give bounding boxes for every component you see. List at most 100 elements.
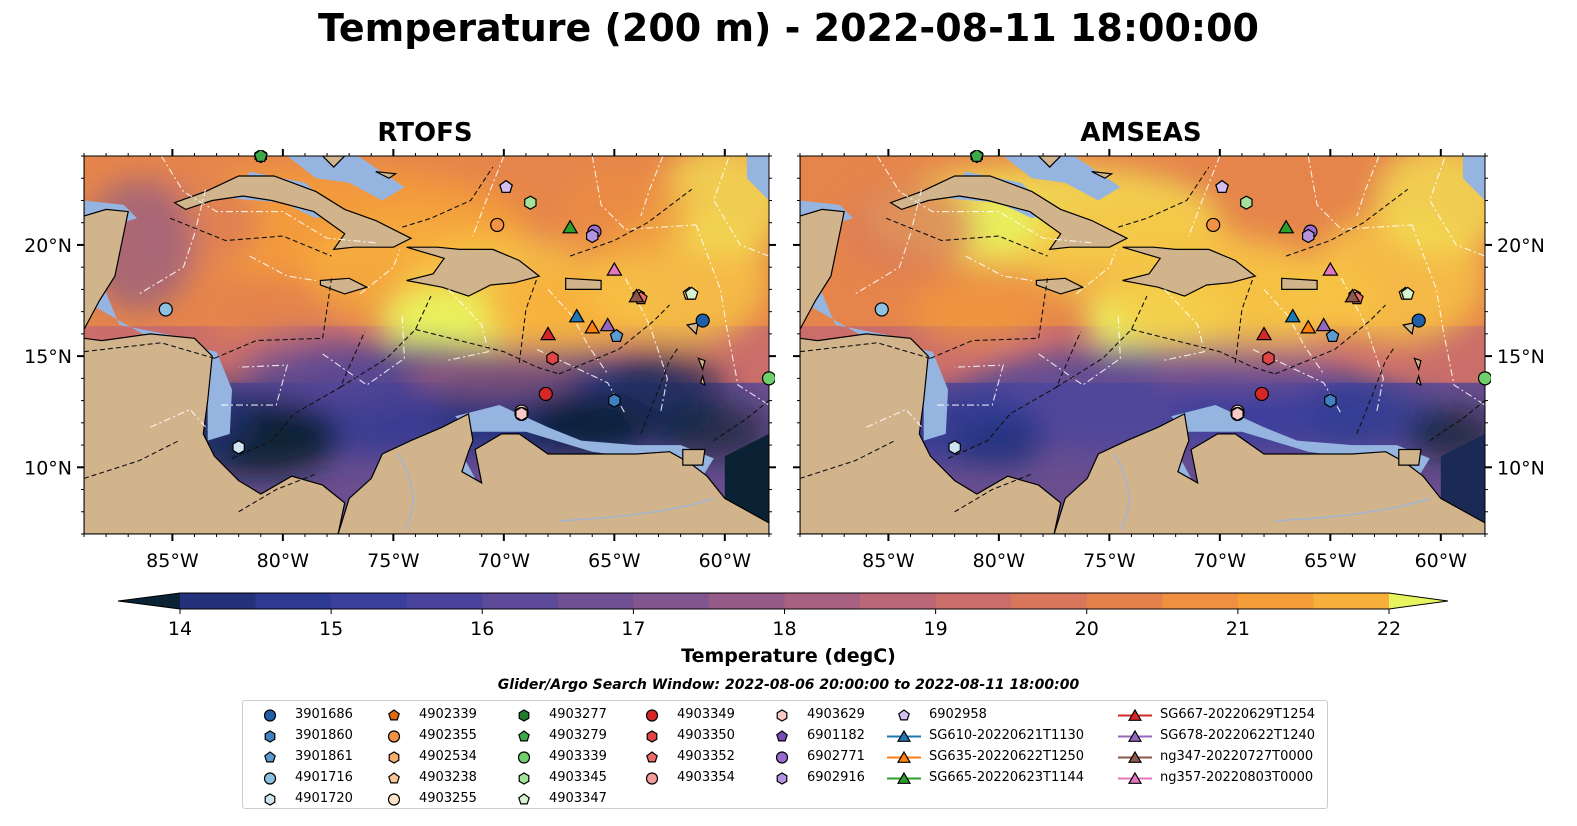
legend-marker [264, 793, 276, 806]
legend-label: ng357-20220803T0000 [1160, 770, 1314, 785]
land-mass [565, 277, 602, 290]
legend-marker [518, 793, 530, 805]
legend-label: 3901861 [295, 749, 353, 764]
colorbar-extend-low [118, 593, 180, 609]
legend-marker [776, 730, 788, 742]
land-mass [1122, 246, 1257, 297]
land-mass [800, 333, 1062, 534]
country-border [340, 295, 432, 388]
eez-boundary [359, 249, 401, 295]
country-border [1118, 166, 1210, 228]
glider-markers-amseas [874, 150, 1491, 455]
marker-4903629 [515, 406, 528, 422]
legend-marker [898, 709, 910, 721]
country-border [713, 400, 769, 442]
legend-label: SG665-20220623T1144 [929, 770, 1085, 785]
colorbar-band [331, 593, 408, 609]
land-mass [889, 175, 1129, 251]
legend-symbol [646, 730, 658, 743]
eez-boundary [160, 156, 376, 244]
marker-4903345 [1240, 195, 1253, 210]
legend-label: 4903352 [677, 749, 735, 764]
marker-3901861 [1325, 328, 1340, 342]
legend-marker [263, 772, 277, 785]
river [1113, 453, 1130, 530]
colorbar-tick-label: 15 [319, 618, 343, 640]
legend-symbol [776, 709, 788, 722]
land-mass [1413, 357, 1422, 372]
colorbar-tick-label: 21 [1226, 618, 1250, 640]
marker-6902916 [1302, 228, 1315, 244]
land-mass [1037, 156, 1062, 168]
marker-4903350 [546, 351, 559, 366]
map-frame [799, 155, 1486, 535]
marker-SG665-20220623T1144 [1278, 219, 1295, 234]
land-mass [375, 171, 398, 179]
legend-symbol [887, 750, 921, 763]
legend-marker [776, 772, 788, 785]
legend-label: 4902355 [419, 728, 477, 743]
legend-label: SG678-20220622T1240 [1160, 728, 1316, 743]
marker-4903350 [1262, 351, 1275, 366]
eez-boundary [138, 189, 207, 295]
colorbar-band [255, 593, 332, 609]
legend-label: 4901720 [295, 791, 353, 806]
figure-title: Temperature (200 m) - 2022-08-11 18:00:0… [317, 6, 1259, 50]
land-mass [321, 156, 346, 168]
marker-SG635-20220622T1250 [584, 319, 601, 334]
country-border [569, 188, 692, 257]
marker-3901860 [1324, 393, 1337, 408]
land-mass [1281, 277, 1318, 290]
legend-label: 3901860 [295, 728, 353, 743]
legend-symbol [1118, 729, 1152, 742]
marker-4903339 [1477, 371, 1491, 386]
legend-label: 6902771 [807, 749, 865, 764]
shallow-water [1462, 156, 1485, 201]
country-border [954, 473, 1033, 513]
legend-symbol [518, 772, 530, 785]
colorbar-tick-label: 19 [924, 618, 948, 640]
eez-boundary [472, 156, 505, 237]
legend-marker [896, 750, 912, 763]
land-mass [1091, 171, 1114, 179]
eez-boundary [854, 189, 923, 295]
colorbar-band [180, 593, 257, 609]
legend-label: 4902339 [419, 707, 477, 722]
legend-symbol [776, 730, 788, 742]
land-mass [697, 357, 706, 372]
legend-label: 4902534 [419, 749, 477, 764]
land-mass [685, 322, 700, 336]
eez-boundary [640, 156, 664, 217]
legend-marker [645, 709, 659, 722]
eez-boundary [221, 364, 289, 406]
country-border [1285, 188, 1408, 257]
land-mass [699, 373, 706, 387]
legend-label: 4903238 [419, 770, 477, 785]
country-border [558, 304, 670, 375]
colorbar-tick-label: 20 [1075, 618, 1099, 640]
colorbar-band [482, 593, 559, 609]
colorbar-band [784, 593, 861, 609]
marker-3901860 [608, 393, 621, 408]
legend-label: ng347-20220727T0000 [1160, 749, 1314, 764]
legend-symbol [388, 772, 400, 784]
legend-symbol [263, 772, 277, 785]
panel-title-amseas: AMSEAS [1080, 118, 1202, 148]
country-border [1234, 278, 1254, 363]
eez-boundary [1356, 156, 1380, 217]
legend-marker [775, 751, 789, 764]
marker-4903349 [1254, 386, 1269, 402]
country-border [169, 217, 332, 257]
lon-tick-label: 80°W [257, 550, 310, 572]
marker-4901716 [158, 302, 173, 317]
legend-symbol [264, 751, 276, 763]
shallow-water [287, 156, 405, 201]
eez-boundary [866, 408, 925, 430]
legend-symbol [1118, 708, 1152, 721]
eez-boundary [150, 408, 209, 430]
colorbar-band [557, 593, 634, 609]
legend-label: 4903629 [807, 707, 865, 722]
eez-boundary [1188, 156, 1221, 237]
marker-ng347-20220727T0000 [1344, 288, 1361, 303]
map-panel-amseas: 85°W 80°W 75°W 70°W 65°W 60°W 20°N 15°N 10°N [793, 149, 1545, 572]
